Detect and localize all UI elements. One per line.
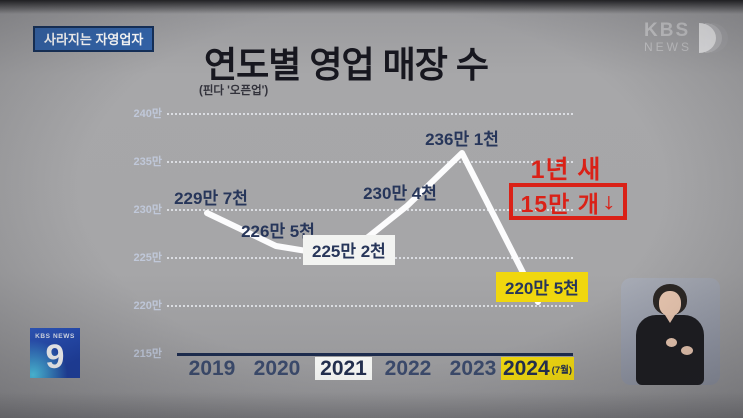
annotation-period: 1년 새: [530, 156, 602, 184]
interpreter-hand-right: [681, 346, 693, 355]
kbs-news-logo: KBS NEWS: [644, 21, 733, 54]
point-label-2021: 225만 2천: [303, 235, 395, 265]
y-tick-215: 215만: [133, 348, 162, 360]
point-label-2019: 229만 7천: [174, 189, 248, 208]
point-label-2023: 236만 1천: [425, 130, 499, 149]
kbs-logo-line2: NEWS: [644, 40, 692, 54]
annotation-drop-box: 15만 개 ↓: [509, 183, 627, 220]
gridline-220: [167, 305, 573, 307]
x-tick-2020: 2020: [253, 357, 301, 380]
x-axis-line: [177, 353, 573, 356]
interpreter-body: [636, 315, 704, 385]
kbs-news9-logo: KBS NEWS 9: [30, 328, 80, 378]
interpreter-face: [659, 291, 681, 316]
x-tick-2024-month: (7월): [551, 364, 573, 376]
chart-source: (핀다 '오픈업'): [199, 85, 269, 97]
bottom-shadow-band: [0, 392, 743, 418]
topic-badge: 사라지는 자영업자: [33, 26, 155, 52]
kbs-news9-caption: KBS NEWS: [35, 333, 75, 340]
y-tick-220: 220만: [133, 300, 162, 312]
kbs-news-logo-text: KBS NEWS: [644, 21, 692, 54]
chart-title: 연도별 영업 매장 수: [204, 44, 489, 85]
point-label-2020: 226만 5천: [241, 222, 315, 241]
point-label-2022: 230만 4천: [363, 184, 437, 203]
kbs-d-mark-icon: [699, 22, 733, 54]
x-tick-2019: 2019: [188, 357, 236, 380]
down-arrow-icon: ↓: [601, 188, 617, 214]
top-shadow-band: [0, 0, 743, 14]
point-label-2024: 220만 5천: [496, 272, 588, 302]
x-tick-2023: 2023: [449, 357, 497, 380]
kbs-news9-number: 9: [45, 338, 65, 376]
x-tick-2024-year: 2024: [502, 356, 550, 380]
interpreter-collar: [665, 315, 675, 323]
sign-language-interpreter: [621, 278, 720, 385]
gridline-235: [167, 161, 573, 163]
gridline-240: [167, 113, 573, 115]
y-tick-230: 230만: [133, 204, 162, 216]
x-tick-2021: 2021: [315, 357, 372, 380]
y-tick-235: 235만: [133, 156, 162, 168]
y-tick-240: 240만: [133, 108, 162, 120]
interpreter-hand-left: [666, 338, 677, 347]
x-tick-2024: 2024 (7월): [501, 357, 574, 380]
x-tick-2022: 2022: [384, 357, 432, 380]
y-tick-225: 225만: [133, 252, 162, 264]
annotation-drop-text: 15만 개: [520, 190, 600, 217]
kbs-logo-line1: KBS: [644, 20, 691, 41]
